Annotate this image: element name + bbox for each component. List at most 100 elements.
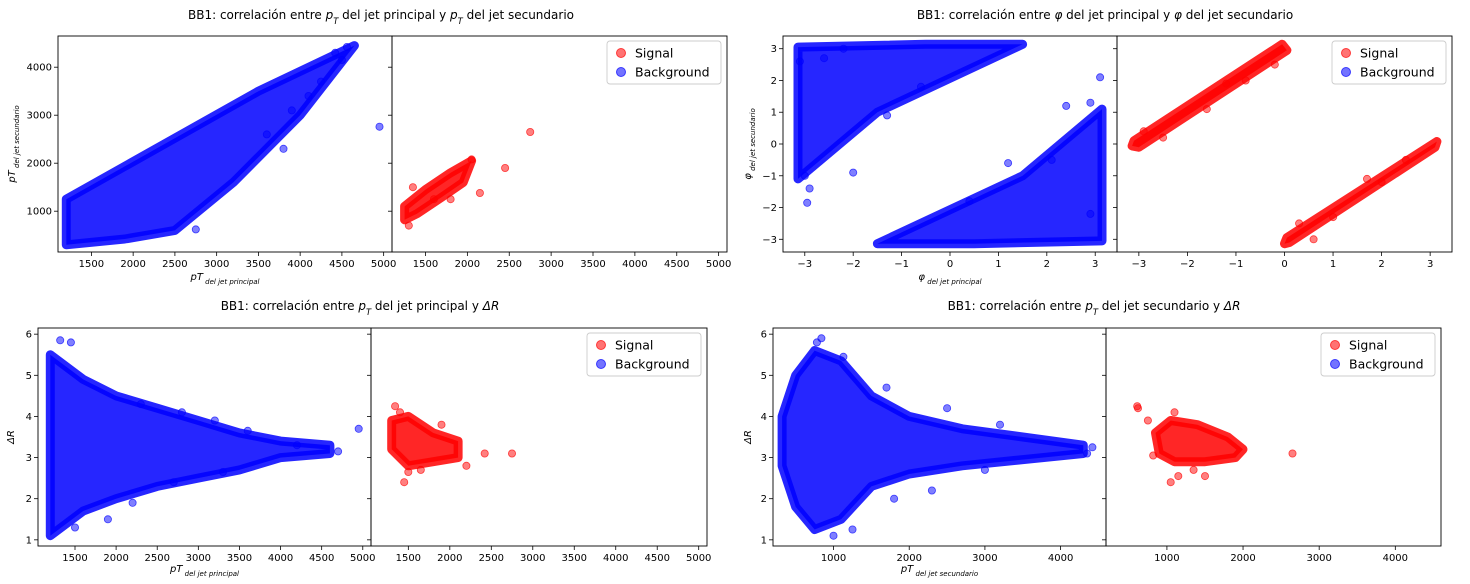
series-signal-cloud xyxy=(1151,416,1248,467)
point-signal xyxy=(467,155,476,164)
x-axis-label: pT del jet principal xyxy=(189,272,259,286)
chart-1: 1500 2000 2500 3000 3500 4000 4500 5000 1000 2000… xyxy=(7,8,731,286)
point-signal xyxy=(437,420,446,429)
point-signal xyxy=(1241,76,1250,85)
axes-frame xyxy=(370,327,708,547)
point-signal xyxy=(395,408,404,417)
point-background xyxy=(177,408,186,417)
panel-right: 1500 2000 2500 3000 3500 4000 4500 5000 xyxy=(367,327,711,564)
y-tick-label: 4 xyxy=(761,412,767,423)
y-tick-label: 1000 xyxy=(27,207,52,218)
panel-left: 1500 2000 2500 3000 3500 4000 4500 5000 1000 2000… xyxy=(27,35,396,270)
point-background xyxy=(210,416,219,425)
x-tick-label: 4000 xyxy=(1383,553,1408,564)
x-tick-label: 2000 xyxy=(1230,553,1255,564)
point-background xyxy=(927,486,936,495)
legend-marker-signal xyxy=(1330,340,1340,350)
x-tick-label: 3500 xyxy=(246,259,271,270)
legend-label-background: Background xyxy=(1360,65,1435,80)
point-background xyxy=(169,478,178,487)
x-tick-label: −2 xyxy=(846,259,861,270)
x-tick-label: −3 xyxy=(797,259,812,270)
x-tick-label: 3 xyxy=(1092,259,1098,270)
x-tick-label: 2500 xyxy=(144,553,169,564)
point-signal xyxy=(1309,235,1318,244)
point-signal xyxy=(408,183,417,192)
point-background xyxy=(1083,449,1092,458)
x-tick-label: 4000 xyxy=(1048,553,1073,564)
series-signal-cloud xyxy=(387,411,463,471)
x-tick-label: 1500 xyxy=(79,259,104,270)
series-background-cloud xyxy=(872,104,1107,249)
y-tick-label: −1 xyxy=(762,171,777,182)
point-signal xyxy=(1174,472,1183,481)
x-tick-label: 2000 xyxy=(120,259,145,270)
x-tick-label: 4500 xyxy=(664,259,689,270)
x-tick-label: −1 xyxy=(1229,259,1244,270)
series-background-cloud xyxy=(793,39,1028,184)
point-signal xyxy=(462,461,471,470)
point-signal xyxy=(1295,219,1304,228)
series-signal-cloud xyxy=(1280,137,1442,249)
y-tick-label: 2000 xyxy=(27,159,52,170)
point-signal xyxy=(429,195,438,204)
axes-frame xyxy=(391,35,728,253)
x-tick-label: −3 xyxy=(1131,259,1146,270)
point-background xyxy=(1047,155,1056,164)
y-tick-label: 0 xyxy=(771,140,777,151)
point-background xyxy=(71,523,80,532)
y-tick-label: 6 xyxy=(26,330,32,341)
panel-right: 1000 2000 3000 4000 xyxy=(1102,327,1442,564)
point-signal xyxy=(1170,408,1179,417)
x-tick-label: 4500 xyxy=(309,553,334,564)
point-background xyxy=(66,338,75,347)
x-tick-label: 3500 xyxy=(227,553,252,564)
x-tick-label: 3000 xyxy=(204,259,229,270)
point-background xyxy=(829,531,838,540)
x-tick-label: −2 xyxy=(1180,259,1195,270)
x-tick-label: 1 xyxy=(995,259,1001,270)
x-tick-label: 2500 xyxy=(479,553,504,564)
x-tick-label: 4000 xyxy=(268,553,293,564)
point-background xyxy=(331,48,340,57)
x-tick-label: 3 xyxy=(1427,259,1433,270)
point-signal xyxy=(1222,79,1231,88)
series-background-cloud xyxy=(61,41,359,250)
x-tick-label: 1500 xyxy=(413,259,438,270)
point-background xyxy=(848,525,857,534)
x-tick-label: 5000 xyxy=(706,259,731,270)
series-background-cloud xyxy=(45,350,335,541)
series-signal-cloud xyxy=(400,156,477,225)
x-tick-label: 3000 xyxy=(972,553,997,564)
x-tick-label: −1 xyxy=(894,259,909,270)
y-tick-label: 1 xyxy=(26,535,32,546)
x-tick-label: 2 xyxy=(1044,259,1050,270)
point-signal xyxy=(1288,449,1297,458)
point-background xyxy=(803,198,812,207)
point-signal xyxy=(1202,105,1211,114)
point-signal xyxy=(1329,213,1338,222)
point-background xyxy=(136,400,145,409)
point-signal xyxy=(1139,127,1148,136)
point-signal xyxy=(507,449,516,458)
x-tick-label: 2000 xyxy=(103,553,128,564)
point-background xyxy=(342,43,351,52)
x-tick-label: 4500 xyxy=(644,553,669,564)
point-background xyxy=(1086,98,1095,107)
point-background xyxy=(820,54,829,63)
y-tick-label: 5 xyxy=(26,371,32,382)
x-tick-label: 2 xyxy=(1378,259,1384,270)
point-background xyxy=(1086,209,1095,218)
legend-label-signal: Signal xyxy=(1360,46,1398,61)
point-background xyxy=(243,426,252,435)
point-signal xyxy=(1201,472,1210,481)
chart-4: 1000 2000 3000 4000 1 2 3 4 5 6 1000 2000 3000 4000 BB… xyxy=(743,299,1442,578)
point-background xyxy=(375,122,384,131)
x-tick-label: 2000 xyxy=(455,259,480,270)
panel-left: 1000 2000 3000 4000 1 2 3 4 5 6 xyxy=(761,327,1107,564)
chart-title: BB1: correlación entre pT del jet princi… xyxy=(188,8,574,26)
x-tick-label: 1500 xyxy=(396,553,421,564)
panel-left: −3 −2 −1 0 1 2 3 −3 −2 −1 0 1 2 3 xyxy=(762,35,1118,270)
x-tick-label: 2000 xyxy=(437,553,462,564)
point-signal xyxy=(1401,155,1410,164)
